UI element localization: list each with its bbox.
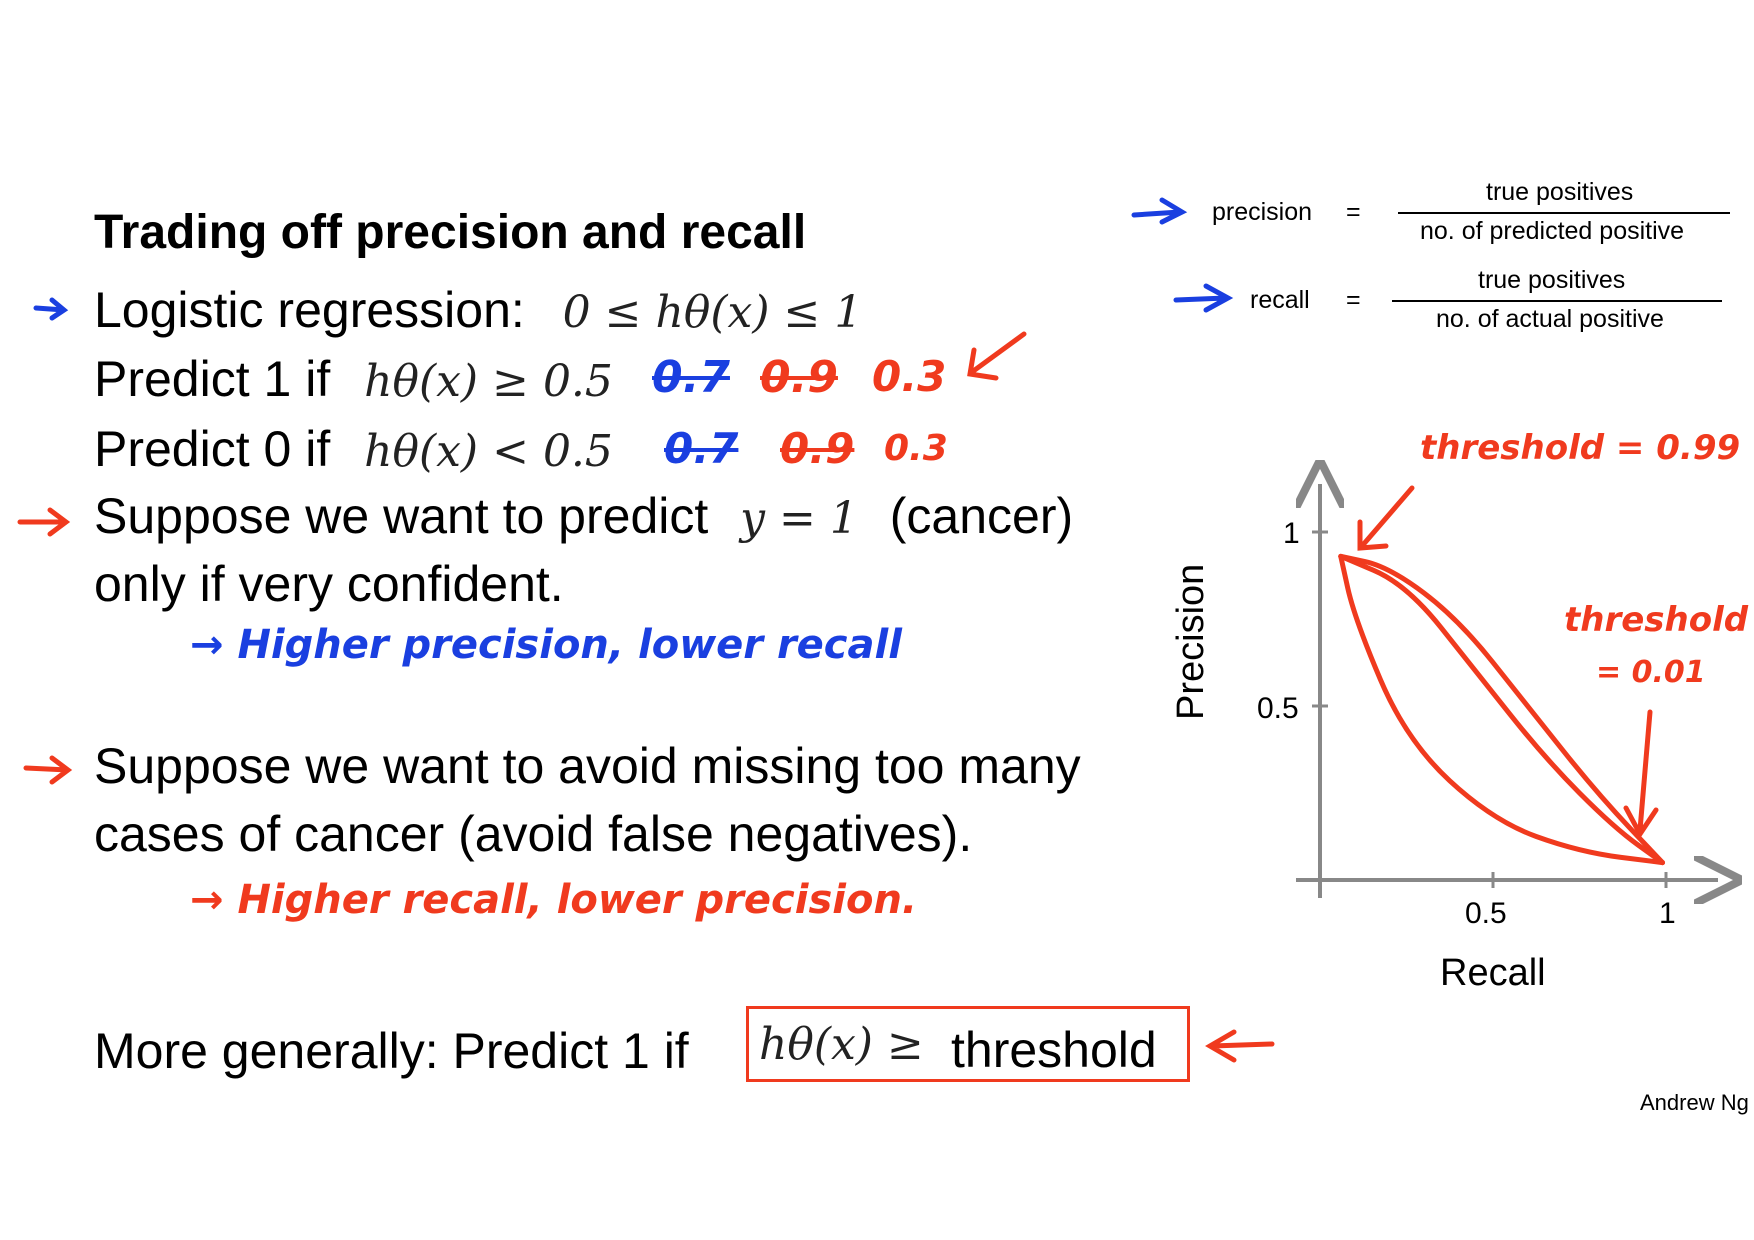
confident-text-b: (cancer) bbox=[889, 488, 1074, 544]
confident-text-a: Suppose we want to predict bbox=[94, 488, 709, 544]
predict-0-note-c: 0.3 bbox=[884, 428, 948, 469]
formula-arrow-recall bbox=[1173, 283, 1234, 313]
threshold-math: hθ(x) ≥ bbox=[759, 1019, 924, 1070]
recall-denominator: no. of actual positive bbox=[1436, 305, 1664, 333]
predict-1-text: Predict 1 if bbox=[94, 351, 331, 407]
x-tick-0-5: 0.5 bbox=[1465, 897, 1507, 930]
threshold-low-note-a: threshold bbox=[1564, 600, 1749, 640]
pr-curve-1 bbox=[1338, 553, 1666, 866]
threshold-high-note: threshold = 0.99 bbox=[1420, 428, 1741, 468]
bullet-logistic: Logistic regression: 0 ≤ hθ(x) ≤ 1 bbox=[94, 281, 862, 339]
x-tick-1: 1 bbox=[1659, 897, 1676, 930]
predict-0-line: Predict 0 if hθ(x) < 0.5 bbox=[94, 420, 613, 478]
threshold-low-note-b: = 0.01 bbox=[1596, 655, 1706, 690]
precision-denominator: no. of predicted positive bbox=[1420, 217, 1685, 245]
confident-math: y = 1 bbox=[740, 493, 858, 544]
predict-1-note-c: 0.3 bbox=[872, 352, 947, 401]
threshold-low-arrow bbox=[1623, 709, 1659, 839]
predict-0-note-a: 0.7 bbox=[664, 424, 739, 473]
bullet-confident: Suppose we want to predict y = 1 (cancer… bbox=[94, 487, 1073, 545]
bullet-arrow-blue-1 bbox=[33, 297, 69, 321]
attribution: Andrew Ng bbox=[1640, 1090, 1749, 1115]
predict-0-math: hθ(x) < 0.5 bbox=[364, 426, 613, 477]
logistic-text: Logistic regression: bbox=[94, 282, 525, 338]
general-rule-text: More generally: Predict 1 if bbox=[94, 1023, 689, 1079]
threshold-box-arrow bbox=[1205, 1029, 1275, 1063]
bullet-avoid: Suppose we want to avoid missing too man… bbox=[94, 738, 1081, 794]
recall-eq: = bbox=[1346, 286, 1361, 314]
threshold-word: threshold bbox=[951, 1022, 1157, 1078]
predict-0-text: Predict 0 if bbox=[94, 421, 331, 477]
slide-title: Trading off precision and recall bbox=[94, 206, 807, 259]
recall-numerator: true positives bbox=[1478, 266, 1626, 294]
precision-label: precision bbox=[1212, 198, 1313, 226]
predict-1-note-b: 0.9 bbox=[760, 352, 838, 403]
threshold-box: hθ(x) ≥ threshold bbox=[746, 1006, 1190, 1082]
pr-curve-3 bbox=[1338, 553, 1666, 866]
y-tick-0-5: 0.5 bbox=[1257, 692, 1299, 725]
pr-curve-2 bbox=[1338, 553, 1666, 866]
recall-label: recall bbox=[1250, 286, 1310, 314]
y-tick-1: 1 bbox=[1283, 517, 1300, 550]
x-axis-label: Recall bbox=[1440, 952, 1546, 994]
predict-1-note-a: 0.7 bbox=[652, 352, 730, 403]
threshold-high-arrow bbox=[1357, 485, 1415, 551]
precision-numerator: true positives bbox=[1486, 178, 1634, 206]
confident-text-c: only if very confident. bbox=[94, 556, 564, 612]
predict-1-math: hθ(x) ≥ 0.5 bbox=[364, 356, 613, 407]
formula-arrow-precision bbox=[1131, 197, 1188, 225]
logistic-math: 0 ≤ hθ(x) ≤ 1 bbox=[562, 287, 863, 338]
general-rule-line: More generally: Predict 1 if bbox=[94, 1022, 689, 1080]
bullet-arrow-red-1 bbox=[17, 507, 71, 537]
predict-1-line: Predict 1 if hθ(x) ≥ 0.5 bbox=[94, 350, 613, 408]
bullet-arrow-red-2 bbox=[23, 755, 73, 785]
predict-1-pointer-arrow bbox=[967, 331, 1027, 381]
precision-eq: = bbox=[1346, 198, 1361, 226]
precision-fraction-bar bbox=[1398, 212, 1730, 214]
avoid-text-b: cases of cancer (avoid false negatives). bbox=[94, 806, 973, 862]
recall-fraction-bar bbox=[1392, 300, 1722, 302]
predict-0-note-b: 0.9 bbox=[780, 424, 855, 473]
note-higher-recall: → Higher recall, lower precision. bbox=[190, 877, 918, 923]
note-higher-precision: → Higher precision, lower recall bbox=[190, 622, 902, 668]
